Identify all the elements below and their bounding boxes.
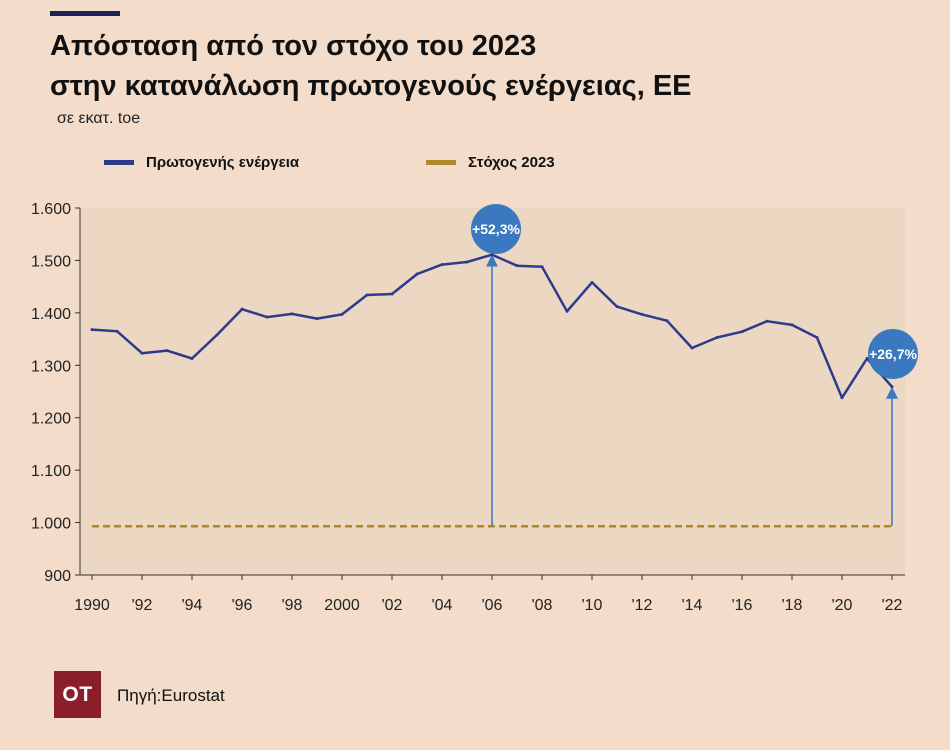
y-tick-label: 1.000 bbox=[31, 516, 71, 533]
y-tick-label: 1.500 bbox=[31, 253, 71, 270]
primary-energy-data-point bbox=[415, 272, 419, 276]
primary-energy-data-point bbox=[815, 335, 819, 339]
primary-energy-data-point bbox=[615, 305, 619, 309]
x-tick-label: '10 bbox=[582, 597, 603, 614]
primary-energy-data-point bbox=[640, 312, 644, 316]
x-tick-label: '96 bbox=[232, 597, 253, 614]
legend-swatch-dashed bbox=[426, 160, 456, 165]
callout-bubble bbox=[471, 204, 521, 254]
x-tick-label: '98 bbox=[282, 597, 303, 614]
primary-energy-data-point bbox=[90, 328, 94, 332]
line-chart: 900 1.000 1.100 1.200 1.300 1.400 1.500 1.600 19… bbox=[31, 201, 918, 614]
chart-title: Απόσταση από τον στόχο του 2023 στην κατ… bbox=[50, 26, 692, 106]
primary-energy-data-point bbox=[690, 346, 694, 350]
primary-energy-data-point bbox=[740, 330, 744, 334]
primary-energy-data-point bbox=[390, 292, 394, 296]
legend-label-target: Στόχος 2023 bbox=[468, 154, 555, 171]
x-tick-label: '94 bbox=[182, 597, 203, 614]
y-tick-label: 900 bbox=[44, 568, 71, 585]
primary-energy-data-point bbox=[265, 315, 269, 319]
legend-item-target: Στόχος 2023 bbox=[426, 154, 555, 171]
primary-energy-data-point bbox=[290, 312, 294, 316]
x-tick-label: '06 bbox=[482, 597, 503, 614]
primary-energy-data-point bbox=[765, 319, 769, 323]
y-tick-label: 1.200 bbox=[31, 411, 71, 428]
publisher-logo: OT bbox=[54, 671, 101, 718]
source-note: Πηγή:Eurostat bbox=[117, 686, 225, 705]
x-tick-label: '08 bbox=[532, 597, 553, 614]
primary-energy-data-point bbox=[340, 312, 344, 316]
callout-label: +52,3% bbox=[472, 221, 520, 237]
callout-bubble bbox=[868, 329, 918, 379]
primary-energy-data-point bbox=[240, 307, 244, 311]
y-tick-label: 1.100 bbox=[31, 463, 71, 480]
chart-title-line-1: Απόσταση από τον στόχο του 2023 bbox=[50, 30, 537, 62]
legend-label-primary-energy: Πρωτογενής ενέργεια bbox=[146, 154, 300, 171]
y-tick-label: 1.400 bbox=[31, 306, 71, 323]
legend-swatch-line bbox=[104, 160, 134, 165]
primary-energy-data-point bbox=[890, 385, 894, 389]
y-tick-label: 1.300 bbox=[31, 358, 71, 375]
primary-energy-data-point bbox=[115, 329, 119, 333]
x-tick-label: '22 bbox=[882, 597, 903, 614]
x-tick-label: '16 bbox=[732, 597, 753, 614]
primary-energy-data-point bbox=[840, 396, 844, 400]
top-accent-bar bbox=[50, 11, 120, 16]
primary-energy-data-point bbox=[565, 309, 569, 313]
primary-energy-data-point bbox=[165, 349, 169, 353]
x-tick-label: '04 bbox=[432, 597, 453, 614]
x-tick-label: 2000 bbox=[324, 597, 360, 614]
x-tick-label: 1990 bbox=[74, 597, 110, 614]
x-tick-label: '14 bbox=[682, 597, 703, 614]
primary-energy-data-point bbox=[190, 356, 194, 360]
chart-title-line-2: στην κατανάλωση πρωτογενούς ενέργειας, Ε… bbox=[50, 70, 692, 102]
primary-energy-data-point bbox=[490, 253, 494, 257]
primary-energy-data-point bbox=[365, 293, 369, 297]
primary-energy-data-point bbox=[665, 319, 669, 323]
x-tick-label: '12 bbox=[632, 597, 653, 614]
primary-energy-data-point bbox=[540, 265, 544, 269]
callout-label: +26,7% bbox=[869, 346, 917, 362]
y-tick-label: 1.600 bbox=[31, 201, 71, 218]
primary-energy-data-point bbox=[440, 263, 444, 267]
primary-energy-data-point bbox=[715, 335, 719, 339]
primary-energy-data-point bbox=[790, 323, 794, 327]
primary-energy-data-point bbox=[515, 264, 519, 268]
primary-energy-data-point bbox=[465, 260, 469, 264]
x-tick-label: '02 bbox=[382, 597, 403, 614]
chart-subtitle: σε εκατ. toe bbox=[57, 110, 141, 127]
x-tick-label: '18 bbox=[782, 597, 803, 614]
primary-energy-data-point bbox=[215, 333, 219, 337]
x-tick-label: '92 bbox=[132, 597, 153, 614]
primary-energy-data-point bbox=[590, 280, 594, 284]
primary-energy-data-point bbox=[865, 356, 869, 360]
primary-energy-data-point bbox=[315, 317, 319, 321]
x-tick-label: '20 bbox=[832, 597, 853, 614]
legend-item-primary-energy: Πρωτογενής ενέργεια bbox=[104, 154, 299, 171]
primary-energy-data-point bbox=[140, 351, 144, 355]
